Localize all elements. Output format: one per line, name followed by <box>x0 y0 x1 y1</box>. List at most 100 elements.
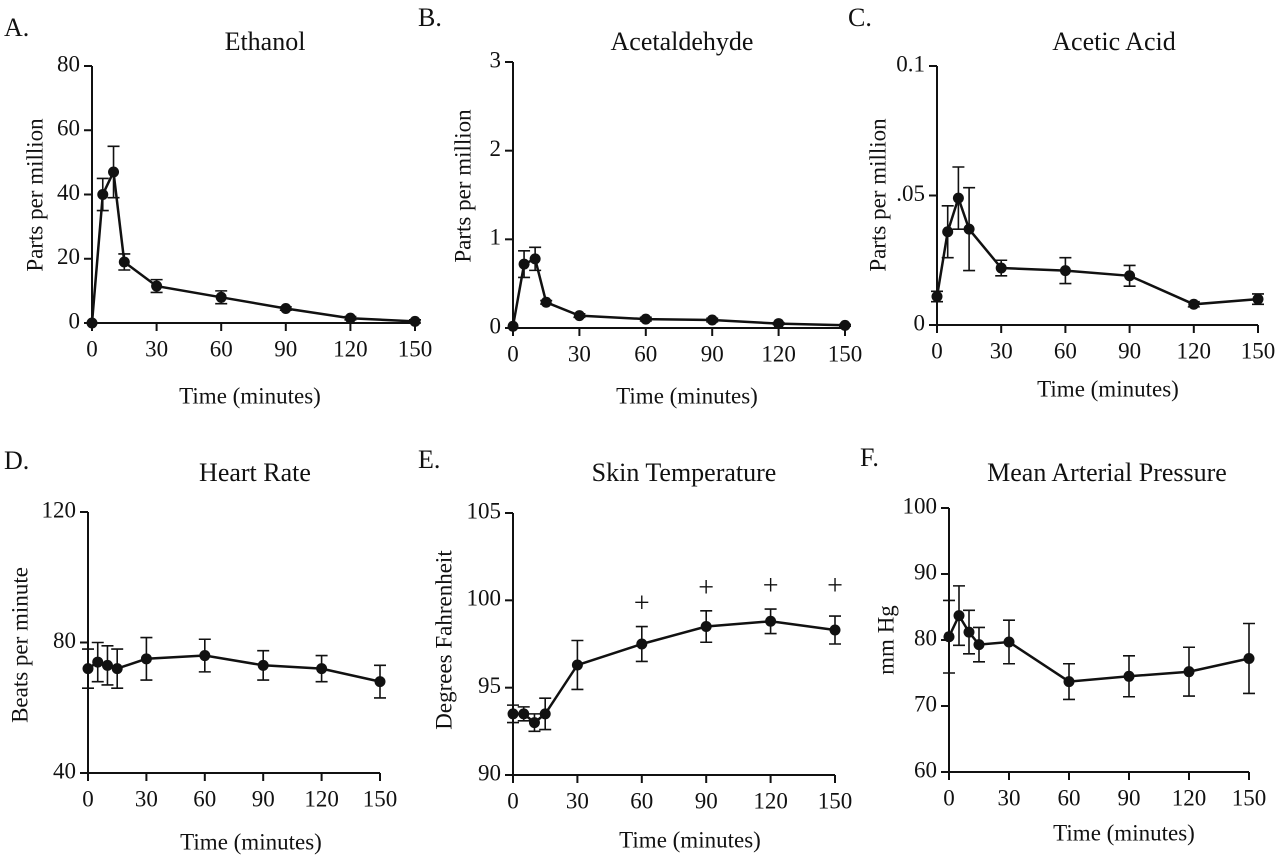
x-tick-label: 120 <box>1172 785 1207 810</box>
y-axis-label: Beats per minute <box>7 567 32 723</box>
data-point <box>706 314 718 326</box>
data-point <box>931 291 943 303</box>
data-point <box>118 256 130 268</box>
data-point <box>1183 666 1195 678</box>
data-point <box>108 166 120 178</box>
y-tick-label: 100 <box>467 586 502 611</box>
data-point <box>111 663 123 675</box>
y-tick-label: 0.1 <box>896 51 925 76</box>
data-point <box>140 653 152 665</box>
x-axis-label: Time (minutes) <box>180 829 322 854</box>
data-point <box>529 253 541 265</box>
x-tick-label: 90 <box>274 336 297 361</box>
data-point <box>507 320 519 332</box>
data-point <box>963 223 975 235</box>
data-point <box>829 624 841 636</box>
data-point <box>528 717 540 729</box>
y-tick-label: 70 <box>914 691 937 716</box>
y-tick-label: 0 <box>490 313 502 338</box>
data-point <box>636 638 648 650</box>
y-tick-label: 2 <box>490 136 502 161</box>
data-point <box>257 659 269 671</box>
data-point <box>773 318 785 330</box>
data-point <box>995 262 1007 274</box>
x-tick-label: 150 <box>1241 338 1276 363</box>
series-line <box>947 612 1250 683</box>
panel-letter: B. <box>418 3 442 32</box>
data-point <box>839 319 851 331</box>
data-point <box>507 708 519 720</box>
data-point <box>1124 270 1136 282</box>
data-point <box>151 280 163 292</box>
data-point <box>973 639 985 651</box>
x-tick-label: 90 <box>701 341 724 366</box>
x-tick-label: 150 <box>363 786 398 811</box>
data-point <box>1059 265 1071 277</box>
x-axis-label: Time (minutes) <box>619 827 761 852</box>
data-point <box>963 626 975 638</box>
x-tick-label: 120 <box>304 786 339 811</box>
significance-marker: + <box>634 588 650 619</box>
x-tick-label: 150 <box>1232 785 1267 810</box>
chart-panel: C. Acetic Acid 0 .05 0.1 0 30 60 90 120 150 Parts p… <box>848 3 1275 401</box>
y-tick-label: 120 <box>42 497 77 522</box>
chart-title: Acetic Acid <box>1052 27 1175 56</box>
chart-panel: E. Skin Temperature 90 95 100 105 0 30 60 90 120 15… <box>418 445 852 852</box>
data-point <box>97 189 109 200</box>
x-tick-label: 0 <box>507 788 519 813</box>
panel-letter: A. <box>4 13 29 42</box>
y-tick-label: 20 <box>57 244 80 269</box>
data-point <box>943 631 955 643</box>
y-tick-label: 60 <box>914 757 937 782</box>
data-point <box>1188 298 1200 310</box>
x-tick-label: 60 <box>193 786 216 811</box>
y-tick-label: 0 <box>914 310 926 335</box>
data-point <box>344 312 356 324</box>
y-tick-label: 80 <box>914 625 937 650</box>
data-point <box>942 226 954 238</box>
data-point <box>573 310 585 322</box>
panel-letter: D. <box>4 446 29 475</box>
x-tick-label: 30 <box>998 785 1021 810</box>
significance-marker: + <box>698 572 714 603</box>
data-point <box>1003 636 1015 648</box>
data-point <box>374 676 386 688</box>
x-tick-label: 0 <box>86 336 98 361</box>
data-point <box>952 192 964 204</box>
series-line <box>511 256 846 327</box>
y-tick-label: 80 <box>57 51 80 76</box>
data-point <box>1123 670 1135 682</box>
x-tick-label: 0 <box>82 786 94 811</box>
x-tick-label: 90 <box>695 788 718 813</box>
chart-title: Skin Temperature <box>592 458 777 487</box>
data-point <box>1063 676 1075 688</box>
chart-panel: D. Heart Rate 40 80 120 0 30 60 90 120 150 Beats pe… <box>4 446 397 854</box>
x-tick-label: 0 <box>507 341 519 366</box>
y-tick-label: 100 <box>903 493 938 518</box>
data-point <box>518 708 530 720</box>
data-point <box>540 296 552 308</box>
y-axis-label: Parts per million <box>22 118 47 272</box>
chart-title: Mean Arterial Pressure <box>987 458 1227 487</box>
y-tick-label: 80 <box>53 628 76 653</box>
x-tick-label: 60 <box>634 341 657 366</box>
x-tick-label: 30 <box>990 338 1013 363</box>
y-tick-label: 90 <box>914 559 937 584</box>
y-axis-label: Degrees Fahrenheit <box>431 550 456 730</box>
x-tick-label: 30 <box>145 336 168 361</box>
x-tick-label: 60 <box>210 336 233 361</box>
x-tick-label: 90 <box>1118 338 1141 363</box>
chart-title: Acetaldehyde <box>611 27 754 56</box>
data-point <box>101 659 113 671</box>
panel-letter: E. <box>418 445 440 474</box>
series-line <box>935 194 1259 306</box>
x-tick-label: 120 <box>333 336 368 361</box>
x-tick-label: 60 <box>1054 338 1077 363</box>
x-tick-label: 30 <box>135 786 158 811</box>
data-point <box>409 315 421 327</box>
x-tick-label: 0 <box>943 785 955 810</box>
y-tick-label: 90 <box>478 760 501 785</box>
series-line <box>513 620 836 725</box>
data-point <box>280 303 292 315</box>
